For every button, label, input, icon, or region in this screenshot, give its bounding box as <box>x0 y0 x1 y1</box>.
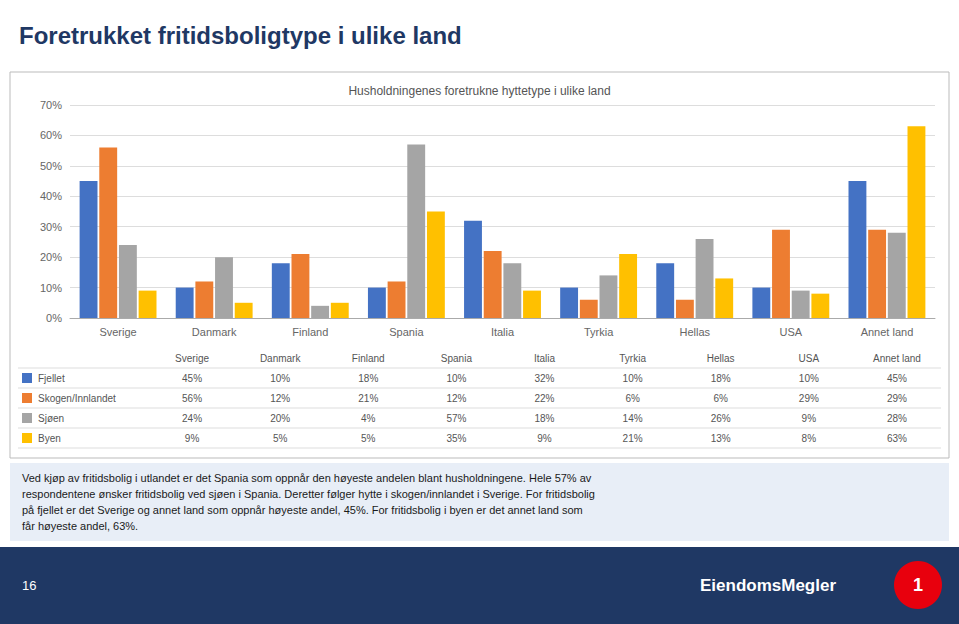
svg-text:6%: 6% <box>713 393 728 404</box>
svg-text:respondentene ønsker fritidsbo: respondentene ønsker fritidsbolig ved sj… <box>22 488 595 500</box>
svg-text:Tyrkia: Tyrkia <box>584 326 614 338</box>
svg-text:Spania: Spania <box>441 353 473 364</box>
svg-text:10%: 10% <box>40 282 62 294</box>
svg-text:30%: 30% <box>40 221 62 233</box>
svg-text:28%: 28% <box>887 413 907 424</box>
svg-text:9%: 9% <box>802 413 817 424</box>
svg-text:Finland: Finland <box>352 353 385 364</box>
svg-text:13%: 13% <box>711 433 731 444</box>
svg-text:Sverige: Sverige <box>99 326 136 338</box>
svg-text:50%: 50% <box>40 160 62 172</box>
svg-text:20%: 20% <box>40 251 62 263</box>
svg-text:Husholdningenes foretrukne hyt: Husholdningenes foretrukne hyttetype i u… <box>348 84 610 98</box>
svg-text:10%: 10% <box>799 373 819 384</box>
svg-text:Foretrukket fritidsboligtype i: Foretrukket fritidsboligtype i ulike lan… <box>19 22 462 49</box>
svg-text:Skogen/Innlandet: Skogen/Innlandet <box>38 393 116 404</box>
svg-text:Danmark: Danmark <box>192 326 237 338</box>
svg-text:Italia: Italia <box>491 326 515 338</box>
svg-text:0%: 0% <box>46 312 62 324</box>
svg-text:29%: 29% <box>799 393 819 404</box>
svg-text:Spania: Spania <box>389 326 424 338</box>
svg-text:21%: 21% <box>358 393 378 404</box>
svg-text:12%: 12% <box>270 393 290 404</box>
svg-text:21%: 21% <box>623 433 643 444</box>
svg-text:32%: 32% <box>534 373 554 384</box>
svg-text:10%: 10% <box>270 373 290 384</box>
svg-text:20%: 20% <box>270 413 290 424</box>
svg-text:18%: 18% <box>711 373 731 384</box>
svg-text:EiendomsMegler: EiendomsMegler <box>700 576 836 595</box>
svg-text:1: 1 <box>913 575 923 595</box>
svg-text:10%: 10% <box>446 373 466 384</box>
svg-text:Hellas: Hellas <box>707 353 735 364</box>
svg-text:9%: 9% <box>537 433 552 444</box>
svg-text:Hellas: Hellas <box>679 326 710 338</box>
svg-text:18%: 18% <box>358 373 378 384</box>
svg-text:10%: 10% <box>623 373 643 384</box>
svg-text:56%: 56% <box>182 393 202 404</box>
svg-text:9%: 9% <box>185 433 200 444</box>
svg-text:Ved kjøp av fritidsbolig i utl: Ved kjøp av fritidsbolig i utlandet er d… <box>22 472 592 484</box>
svg-text:12%: 12% <box>446 393 466 404</box>
svg-text:på fjellet er det Sverige og a: på fjellet er det Sverige og annet land … <box>22 504 583 516</box>
svg-text:6%: 6% <box>625 393 640 404</box>
svg-text:16: 16 <box>22 578 36 593</box>
svg-text:får høyeste andel, 63%.: får høyeste andel, 63%. <box>22 520 138 532</box>
svg-text:8%: 8% <box>802 433 817 444</box>
svg-text:45%: 45% <box>182 373 202 384</box>
svg-text:4%: 4% <box>361 413 376 424</box>
svg-text:45%: 45% <box>887 373 907 384</box>
svg-text:22%: 22% <box>534 393 554 404</box>
svg-text:Sverige: Sverige <box>175 353 209 364</box>
svg-text:26%: 26% <box>711 413 731 424</box>
svg-text:USA: USA <box>780 326 803 338</box>
svg-text:Tyrkia: Tyrkia <box>619 353 646 364</box>
svg-text:Italia: Italia <box>534 353 556 364</box>
svg-text:Byen: Byen <box>38 433 61 444</box>
svg-text:USA: USA <box>799 353 820 364</box>
svg-text:Fjellet: Fjellet <box>38 373 65 384</box>
svg-text:5%: 5% <box>273 433 288 444</box>
svg-text:Danmark: Danmark <box>260 353 302 364</box>
svg-text:14%: 14% <box>623 413 643 424</box>
svg-text:29%: 29% <box>887 393 907 404</box>
svg-text:Annet land: Annet land <box>861 326 914 338</box>
svg-text:35%: 35% <box>446 433 466 444</box>
svg-text:Finland: Finland <box>292 326 328 338</box>
svg-text:40%: 40% <box>40 190 62 202</box>
svg-text:63%: 63% <box>887 433 907 444</box>
svg-text:Annet land: Annet land <box>873 353 921 364</box>
svg-text:57%: 57% <box>446 413 466 424</box>
svg-text:70%: 70% <box>40 99 62 111</box>
svg-text:24%: 24% <box>182 413 202 424</box>
svg-text:5%: 5% <box>361 433 376 444</box>
svg-text:18%: 18% <box>534 413 554 424</box>
svg-text:Sjøen: Sjøen <box>38 413 64 424</box>
svg-text:60%: 60% <box>40 129 62 141</box>
